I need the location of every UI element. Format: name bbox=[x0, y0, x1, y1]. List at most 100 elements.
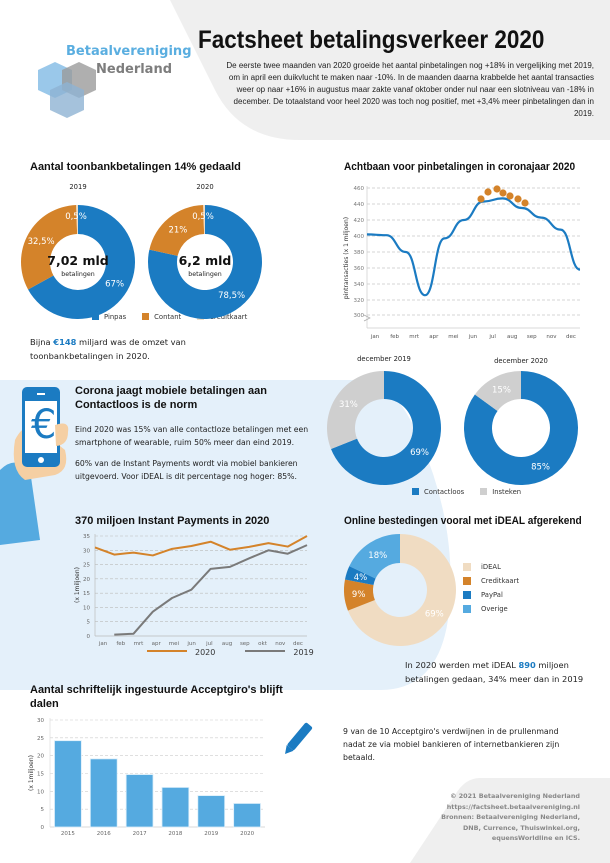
x-tick-label: feb bbox=[390, 334, 399, 340]
header-background bbox=[170, 0, 610, 140]
pin-chart-title: Achtbaan voor pinbetalingen in coronajaa… bbox=[344, 161, 576, 173]
rollercoaster-rider-icon bbox=[506, 192, 514, 200]
pie-slice-contactloos bbox=[464, 371, 579, 485]
y-tick-label: 10 bbox=[83, 605, 90, 611]
x-tick-label: okt bbox=[258, 641, 268, 647]
y-axis-label: (x 1miljoen) bbox=[28, 755, 35, 791]
rollercoaster-rider-icon bbox=[493, 185, 501, 193]
slice-label: 67% bbox=[105, 280, 124, 290]
intro-text: De eerste twee maanden van 2020 groeide … bbox=[226, 61, 594, 118]
pie-slice-pinpas bbox=[28, 205, 135, 319]
y-axis-label: pintransacties (x 1 miljoen) bbox=[343, 217, 350, 299]
y-tick-label: 10 bbox=[37, 789, 44, 795]
footer-line: equensWorldline en ICS. bbox=[491, 834, 580, 842]
toonbank-title: Aantal toonbankbetalingen 14% gedaald bbox=[30, 161, 241, 173]
x-tick-label: dec bbox=[566, 334, 576, 340]
slice-label: 69% bbox=[410, 448, 429, 458]
y-tick-label: 320 bbox=[354, 298, 365, 304]
legend-item-insteken: Insteken bbox=[480, 488, 521, 496]
data-line-2019 bbox=[114, 544, 308, 636]
acceptgiro-note: 9 van de 10 Acceptgiro's verdwijnen in d… bbox=[343, 727, 560, 762]
x-tick-label: sep bbox=[240, 641, 250, 647]
pie-slice-pinpas bbox=[147, 205, 262, 320]
donut-title: december 2020 bbox=[494, 357, 548, 365]
y-tick-label: 300 bbox=[354, 313, 365, 319]
x-tick-label: 2019 bbox=[204, 831, 218, 837]
y-tick-label: 5 bbox=[41, 807, 45, 813]
euro-icon: € bbox=[31, 402, 57, 448]
footer-link[interactable]: https://factsheet.betaalvereniging.nl bbox=[446, 802, 580, 811]
bar-2020 bbox=[233, 803, 261, 828]
y-tick-label: 25 bbox=[37, 736, 44, 742]
page-title: Factsheet betalingsverkeer 2020 bbox=[198, 26, 545, 54]
pie-slice-ideal bbox=[347, 534, 456, 647]
footer-credits: © 2021 Betaalvereniging Nederland https:… bbox=[380, 791, 580, 844]
pie-slice-contant bbox=[149, 205, 205, 256]
pie-slice-creditkaart bbox=[76, 205, 78, 235]
y-tick-label: 30 bbox=[37, 718, 44, 724]
corona-title: Corona jaagt mobiele betalingen aan Cont… bbox=[75, 385, 267, 411]
y-tick-label: 0 bbox=[87, 634, 91, 640]
x-tick-label: 2015 bbox=[61, 831, 75, 837]
x-tick-label: 2018 bbox=[168, 831, 182, 837]
instant-legend: 2020 2019 bbox=[147, 648, 314, 657]
slice-label: 21% bbox=[168, 225, 187, 235]
donut-title: 2020 bbox=[196, 183, 213, 191]
x-tick-label: apr bbox=[152, 641, 162, 647]
pie-slice-paypal bbox=[344, 566, 376, 585]
y-tick-label: 340 bbox=[354, 282, 365, 288]
y-tick-label: 5 bbox=[87, 620, 91, 626]
online-note: In 2020 werden met iDEAL 890 miljoen bet… bbox=[405, 660, 584, 684]
x-tick-label: 2020 bbox=[240, 831, 254, 837]
x-tick-label: apr bbox=[429, 334, 439, 340]
x-tick-label: dec bbox=[293, 641, 303, 647]
x-tick-label: feb bbox=[116, 641, 125, 647]
slice-label: 0,5% bbox=[65, 212, 87, 222]
legend-item-pinpas: Pinpas bbox=[92, 313, 126, 321]
footer-background bbox=[410, 778, 610, 863]
acceptgiro-title: Aantal schriftelijk ingestuurde Acceptgi… bbox=[30, 684, 283, 710]
pencil-icon bbox=[285, 722, 313, 755]
logo-text-line2: Nederland bbox=[96, 62, 173, 77]
pie-slice-creditkaart bbox=[203, 205, 205, 235]
bar-2017 bbox=[125, 774, 154, 828]
corona-paragraph-2: 60% van de Instant Payments wordt via mo… bbox=[75, 459, 298, 481]
slice-label: 69% bbox=[425, 609, 444, 619]
footer-line: DNB, Currence, Thuiswinkel.org, bbox=[462, 823, 580, 832]
logo-text-line1: Betaalvereniging bbox=[66, 44, 192, 59]
donut-center-label: betalingen bbox=[188, 271, 222, 278]
x-tick-label: jul bbox=[488, 334, 496, 340]
slice-label: 9% bbox=[352, 590, 366, 600]
data-line-pinbetalingen bbox=[366, 197, 581, 297]
y-tick-label: 25 bbox=[83, 563, 90, 569]
legend-item-contactloos: Contactloos bbox=[412, 488, 464, 496]
rollercoaster-rider-icon bbox=[484, 188, 492, 196]
data-line-2020 bbox=[94, 535, 308, 557]
x-tick-label: jun bbox=[186, 641, 196, 647]
y-tick-label: 380 bbox=[354, 250, 365, 256]
donut-title: 2019 bbox=[69, 183, 86, 191]
x-tick-label: aug bbox=[507, 334, 517, 340]
legend-item-2020: 2020 bbox=[147, 648, 215, 657]
pie-slice-overige bbox=[349, 534, 400, 579]
x-tick-label: 2017 bbox=[133, 831, 147, 837]
pie-slice-insteken bbox=[327, 371, 384, 449]
slice-label: 4% bbox=[354, 573, 368, 583]
y-tick-label: 0 bbox=[41, 825, 45, 831]
x-tick-label: aug bbox=[222, 641, 232, 647]
bar-2016 bbox=[89, 758, 118, 828]
phone-hand-illustration bbox=[0, 387, 69, 545]
y-tick-label: 400 bbox=[354, 234, 365, 240]
donut-center-value: 7,02 mld bbox=[47, 253, 108, 268]
x-tick-label: jan bbox=[98, 641, 108, 647]
x-tick-label: jan bbox=[370, 334, 380, 340]
slice-label: 15% bbox=[492, 386, 511, 396]
pie-slice-insteken bbox=[474, 371, 521, 411]
y-tick-label: 440 bbox=[354, 202, 365, 208]
bar-2019 bbox=[197, 795, 226, 828]
x-tick-label: mei bbox=[169, 641, 180, 647]
pie-slice-contactloos bbox=[331, 371, 442, 485]
bar-2018 bbox=[161, 787, 190, 828]
corona-paragraph-1: Eind 2020 was 15% van alle contactloze b… bbox=[75, 425, 309, 447]
footer-line: Bronnen: Betaalvereniging Nederland, bbox=[441, 813, 580, 821]
